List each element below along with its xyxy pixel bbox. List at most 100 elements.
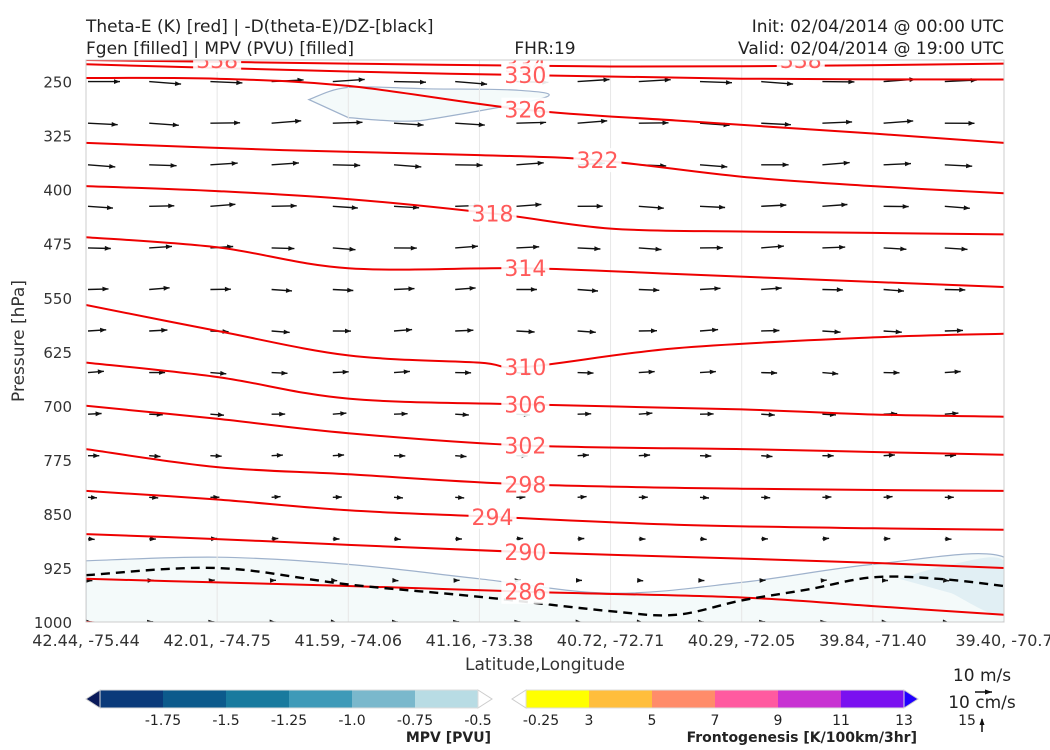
contour-label: 330	[504, 64, 546, 89]
colorbar-outline	[99, 689, 479, 709]
contour-label: 286	[504, 581, 546, 606]
wind-vector-head	[766, 453, 773, 459]
theta-e-contour-334	[86, 60, 1004, 68]
colorbar-tick-label: -0.25	[523, 713, 559, 729]
wind-vector-head	[403, 369, 410, 375]
wind-vector-head	[396, 495, 403, 500]
wind-vector-head	[657, 205, 664, 211]
wind-vector-head	[295, 118, 302, 124]
contour-label-bg	[573, 148, 622, 173]
wind-vector-head	[168, 203, 175, 209]
wind-vector-head	[356, 120, 363, 125]
contour-label-bg	[501, 540, 550, 565]
wind-vector-head	[269, 578, 276, 583]
x-axis: 42.44, -75.44 42.01, -74.75 41.59, -74.06 4…	[32, 631, 1050, 650]
wind-vector-head	[907, 119, 914, 124]
y-tick-label: 1000	[34, 614, 72, 632]
wind-vector-head	[106, 205, 113, 210]
wind-vector-head	[719, 204, 726, 210]
dashed-gradient-line	[86, 566, 1004, 617]
wind-vector-head	[653, 287, 660, 293]
wind-vector-head	[401, 411, 408, 417]
wind-vector-head	[759, 619, 766, 622]
wind-vector-head	[582, 453, 589, 458]
wind-vector-head	[836, 287, 843, 293]
y-tick-label: 250	[43, 74, 72, 92]
x-axis-label: Latitude,Longitude	[465, 655, 625, 675]
y-tick-label: 400	[43, 182, 72, 200]
y-tick-label: 850	[43, 506, 72, 524]
reference-vector-horizontal-label: 10 m/s	[953, 666, 1011, 686]
header-line1-left: Theta-E (K) [red] | -D(theta-E)/DZ-[blac…	[85, 17, 434, 37]
wind-vector-head	[272, 536, 279, 542]
wind-vector-head	[721, 164, 728, 169]
x-tick-label: 41.59, -74.06	[295, 631, 403, 650]
wind-vector-head	[585, 411, 592, 417]
wind-vector-head	[279, 411, 286, 417]
colorbar-tick-label: -1.25	[271, 713, 307, 729]
plot-frame	[85, 59, 1005, 623]
wind-vector-head	[904, 161, 911, 167]
x-tick-label: 40.72, -72.71	[557, 631, 665, 650]
wind-vector-head	[961, 246, 968, 252]
wind-vector-head	[575, 619, 582, 622]
wind-vector-head	[825, 494, 832, 500]
wind-vector-head	[460, 453, 467, 459]
wind-vector-head	[349, 246, 356, 252]
wind-vector-head	[786, 81, 794, 87]
y-axis-label: Pressure [hPa]	[9, 280, 29, 402]
wind-vector-head	[330, 619, 337, 622]
wind-vector-head	[528, 329, 535, 335]
wind-vector-head	[455, 536, 462, 542]
wind-vector-head	[902, 204, 909, 209]
contour-label: 302	[504, 434, 546, 459]
y-tick-label: 475	[43, 236, 72, 254]
contour-label: 290	[504, 541, 546, 566]
wind-vector-head	[843, 160, 850, 166]
wind-vector-head	[208, 619, 215, 622]
wind-vector-head	[780, 202, 787, 208]
colorbar-tick-label: 5	[648, 713, 657, 729]
wind-vector-head	[968, 120, 975, 126]
wind-vector-head	[954, 369, 961, 375]
wind-vector-head	[839, 244, 846, 250]
wind-vector-head	[469, 286, 476, 291]
wind-vector-head	[578, 536, 585, 542]
colorbar-swatch	[100, 690, 164, 708]
contour-label: 310	[504, 356, 546, 381]
wind-vector-head	[215, 453, 222, 459]
wind-vector-head	[90, 495, 97, 500]
wind-vector-head	[276, 453, 283, 458]
wind-vector-head	[700, 536, 707, 542]
wind-vector-head	[637, 577, 644, 583]
wind-vector-head	[589, 329, 596, 335]
wind-vector-head	[417, 122, 424, 128]
wind-vector-head	[764, 495, 771, 500]
wind-vector-head	[827, 453, 834, 459]
wind-vector-head	[163, 285, 170, 291]
wind-vector-head	[587, 370, 594, 376]
wind-vector-head	[897, 288, 904, 293]
wind-vector-head	[465, 370, 472, 376]
contour-label-bg	[501, 354, 550, 379]
colorbar-arrow-right	[903, 689, 919, 709]
x-tick-label: 42.01, -74.75	[163, 631, 271, 650]
theta-e-contour-318	[86, 185, 1004, 236]
wind-vector-head	[224, 286, 231, 292]
wind-vector-head	[231, 161, 238, 166]
reference-vector-vertical-label: 10 cm/s	[948, 693, 1016, 713]
wind-vector-head	[712, 327, 719, 333]
wind-vector-head	[172, 122, 179, 128]
wind-vector-head	[639, 536, 646, 542]
wind-vector-head	[698, 578, 705, 583]
header-center: FHR:19	[514, 39, 575, 59]
wind-vector-head	[591, 288, 598, 293]
colorbar-tick-label: 13	[895, 713, 913, 729]
y-tick-label: 925	[43, 560, 72, 578]
wind-vector-head	[104, 245, 111, 251]
wind-vector-head	[420, 79, 426, 85]
wind-vector-head	[886, 494, 893, 500]
wind-vector-head	[514, 619, 521, 622]
contour-label: 318	[472, 202, 514, 227]
wind-vector-head	[114, 79, 120, 84]
